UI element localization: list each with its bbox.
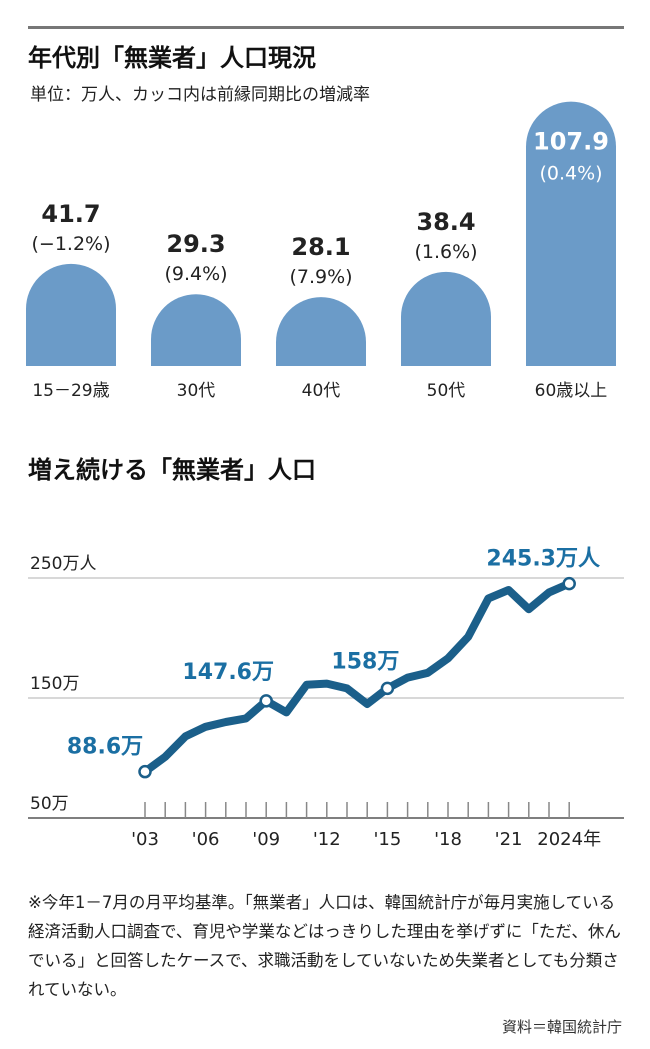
bar-change-label: (7.9%) <box>289 266 352 288</box>
x-tick-label: '09 <box>252 829 280 850</box>
bar-value-label: 38.4 <box>416 208 475 236</box>
line-chart: 250万人 150万 50万 '03 '06 '09 '12 '15 '18 '21 2024年 88… <box>28 547 624 850</box>
bar-category-label: 60歳以上 <box>535 381 608 401</box>
footnote: ※今年1－7月の月平均基準。「無業者」人口は、韓国統計庁が毎月実施している経済活… <box>28 893 621 999</box>
bar-category-label: 50代 <box>427 381 466 401</box>
point-annotation: 147.6万 <box>182 660 274 685</box>
point-annotation: 158万 <box>331 649 399 674</box>
source-credit: 資料＝韓国統計庁 <box>501 1018 622 1036</box>
line-chart-title: 増え続ける「無業者」人口 <box>28 456 316 484</box>
x-tick-label: 2024年 <box>537 829 601 850</box>
bar-category-label: 15－29歳 <box>32 381 109 401</box>
data-point-marker <box>138 764 152 779</box>
x-tick-label: '12 <box>313 829 341 850</box>
data-point-marker <box>380 681 395 696</box>
bar-chart: 41.7 (−1.2%) 15－29歳 29.3 (9.4%) 30代 28.1 (7.9%)… <box>26 101 616 401</box>
bar-1 <box>26 263 116 366</box>
data-point-marker <box>562 576 576 591</box>
bar-change-label: (1.6%) <box>414 241 477 263</box>
x-tick-label: '03 <box>131 829 159 850</box>
bar-4 <box>401 271 491 366</box>
x-tick-label: '21 <box>495 829 523 850</box>
bar-change-label: (−1.2%) <box>31 233 110 255</box>
bar-change-label: (0.4%) <box>539 163 602 185</box>
bar-5 <box>526 101 616 366</box>
y-tick-label: 50万 <box>30 794 69 814</box>
bar-chart-title: 年代別「無業者」人口現況 <box>28 44 316 72</box>
bar-value-label: 107.9 <box>533 128 609 156</box>
y-tick-label: 150万 <box>30 674 79 694</box>
bar-2 <box>151 294 241 366</box>
data-point-marker <box>259 694 273 708</box>
point-annotation: 88.6万 <box>67 735 143 760</box>
x-tick-label: '18 <box>434 829 462 850</box>
bar-chart-subtitle: 単位：万人、カッコ内は前縁同期比の増減率 <box>30 85 370 105</box>
series-line <box>141 579 574 776</box>
bar-value-label: 29.3 <box>166 230 225 258</box>
bar-category-label: 30代 <box>177 381 216 401</box>
x-tick-label: '15 <box>373 829 401 850</box>
bar-category-label: 40代 <box>302 381 341 401</box>
bar-3 <box>276 297 366 366</box>
bar-value-label: 41.7 <box>41 200 100 228</box>
bar-change-label: (9.4%) <box>164 263 227 285</box>
y-tick-label: 250万人 <box>30 554 96 574</box>
bar-value-label: 28.1 <box>291 233 350 261</box>
top-rule <box>28 26 624 29</box>
point-annotation: 245.3万人 <box>486 547 600 572</box>
x-tick-label: '06 <box>192 829 220 850</box>
